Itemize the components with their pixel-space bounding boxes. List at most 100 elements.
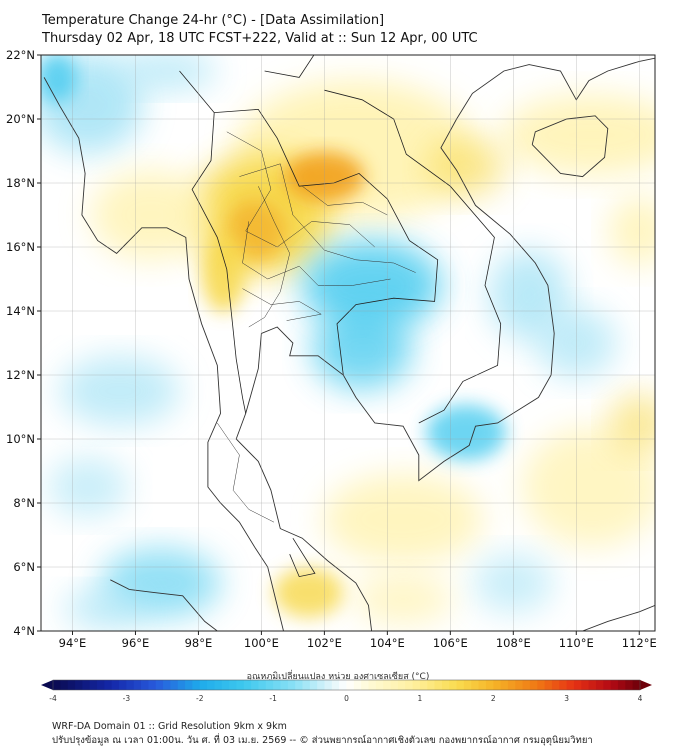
colorbar-segment <box>75 680 83 690</box>
coastline <box>110 579 218 631</box>
colorbar-segment <box>331 680 340 690</box>
colorbar-segment <box>207 680 216 690</box>
colorbar-segment <box>595 680 604 690</box>
colorbar-tick-label: 3 <box>564 694 569 703</box>
colorbar-tick-label: 2 <box>491 694 496 703</box>
colorbar-segment <box>529 680 538 690</box>
colorbar-segment <box>273 680 282 690</box>
colorbar-segment <box>537 680 546 690</box>
colorbar-segment <box>353 680 362 690</box>
colorbar-segment <box>617 680 626 690</box>
colorbar-segment <box>192 680 201 690</box>
graticule <box>41 55 655 631</box>
colorbar-segment <box>53 680 61 690</box>
latitude-label: 10°N <box>6 432 35 446</box>
colorbar-segment <box>397 680 406 690</box>
temperature-anomaly-area <box>353 574 454 624</box>
colorbar-segment <box>603 680 612 690</box>
colorbar-segment <box>302 680 311 690</box>
latitude-label: 4°N <box>13 624 35 638</box>
colorbar-segment <box>573 680 582 690</box>
temperature-anomaly-area <box>41 55 77 103</box>
colorbar-segment <box>324 680 333 690</box>
colorbar-segment <box>368 680 377 690</box>
colorbar-segment <box>471 680 480 690</box>
footer: WRF-DA Domain 01 :: Grid Resolution 9km … <box>52 720 593 748</box>
colorbar-segment <box>170 680 179 690</box>
colorbar-segment <box>463 680 472 690</box>
colorbar-segment <box>251 680 260 690</box>
colorbar-segment <box>236 680 245 690</box>
colorbar: -4 -3 -2 -1 0 1 2 3 4 <box>41 679 652 703</box>
temperature-anomaly-area <box>225 201 286 261</box>
latitude-label: 20°N <box>6 112 35 126</box>
colorbar-segment <box>199 680 208 690</box>
colorbar-segment <box>133 680 142 690</box>
colorbar-tick-label: 4 <box>638 694 643 703</box>
coastline <box>245 57 655 482</box>
latitude-label: 6°N <box>13 560 35 574</box>
temperature-anomaly-area <box>522 427 655 547</box>
province-border <box>302 186 388 216</box>
colorbar-segment <box>280 680 289 690</box>
chart-title: Temperature Change 24-hr (°C) - [Data As… <box>42 12 478 48</box>
colorbar-segment <box>419 680 428 690</box>
colorbar-segment <box>111 680 120 690</box>
longitude-label: 112°E <box>622 636 657 650</box>
temperature-anomaly-area <box>116 55 217 91</box>
colorbar-segment <box>258 680 267 690</box>
temperature-anomaly-area <box>502 95 655 175</box>
colorbar-segment <box>625 680 634 690</box>
colorbar-segment <box>346 680 355 690</box>
colorbar-segment <box>632 680 641 690</box>
colorbar-segment <box>361 680 370 690</box>
colorbar-segment <box>126 680 135 690</box>
colorbar-segment <box>566 680 575 690</box>
colorbar-segment <box>441 680 450 690</box>
longitude-label: 96°E <box>122 636 150 650</box>
colorbar-max-extension <box>640 680 652 690</box>
temperature-anomaly-area <box>91 170 212 260</box>
colorbar-segment <box>339 680 348 690</box>
colorbar-segment <box>67 680 76 690</box>
temperature-anomaly-area <box>201 232 246 313</box>
coastline <box>43 77 284 631</box>
country-border <box>264 55 315 78</box>
colorbar-segment <box>82 680 91 690</box>
temperature-anomaly-area <box>609 196 655 266</box>
colorbar-segment <box>243 680 252 690</box>
title-line-1: Temperature Change 24-hr (°C) - [Data As… <box>42 13 385 28</box>
colorbar-segment <box>375 680 384 690</box>
longitude-label: 104°E <box>370 636 405 650</box>
coastline <box>235 413 373 631</box>
colorbar-segment <box>383 680 392 690</box>
latitude-label: 8°N <box>13 496 35 510</box>
colorbar-segment <box>405 680 414 690</box>
colorbar-segment <box>515 680 524 690</box>
temperature-anomaly-area <box>609 393 655 453</box>
footer-model-info: WRF-DA Domain 01 :: Grid Resolution 9km … <box>52 721 287 732</box>
colorbar-segment <box>148 680 157 690</box>
longitude-label: 102°E <box>307 636 342 650</box>
temperature-anomaly-area <box>301 240 442 331</box>
longitude-label: 108°E <box>496 636 531 650</box>
longitude-label: 106°E <box>433 636 468 650</box>
latitude-label: 16°N <box>6 240 35 254</box>
colorbar-segment <box>427 680 436 690</box>
temperature-anomaly-area <box>273 567 344 618</box>
colorbar-segment <box>295 680 304 690</box>
colorbar-tick-label: -4 <box>49 694 57 703</box>
colorbar-segment <box>141 680 149 690</box>
temperature-anomaly-area <box>59 356 180 426</box>
colorbar-segment <box>456 680 465 690</box>
colorbar-segment <box>412 680 421 690</box>
colorbar-segment <box>588 680 597 690</box>
temperature-map: 22°N 20°N 18°N 16°N 14°N 12°N 10°N 8°N 6°N 4°N 94… <box>6 48 657 650</box>
colorbar-min-extension <box>41 680 53 690</box>
colorbar-segment <box>163 680 171 690</box>
colorbar-tick-label: 1 <box>417 694 422 703</box>
colorbar-segment <box>493 680 502 690</box>
longitude-label: 94°E <box>59 636 87 650</box>
latitude-labels: 22°N 20°N 18°N 16°N 14°N 12°N 10°N 8°N 6°N 4°N <box>6 48 41 638</box>
colorbar-segment <box>434 680 443 690</box>
